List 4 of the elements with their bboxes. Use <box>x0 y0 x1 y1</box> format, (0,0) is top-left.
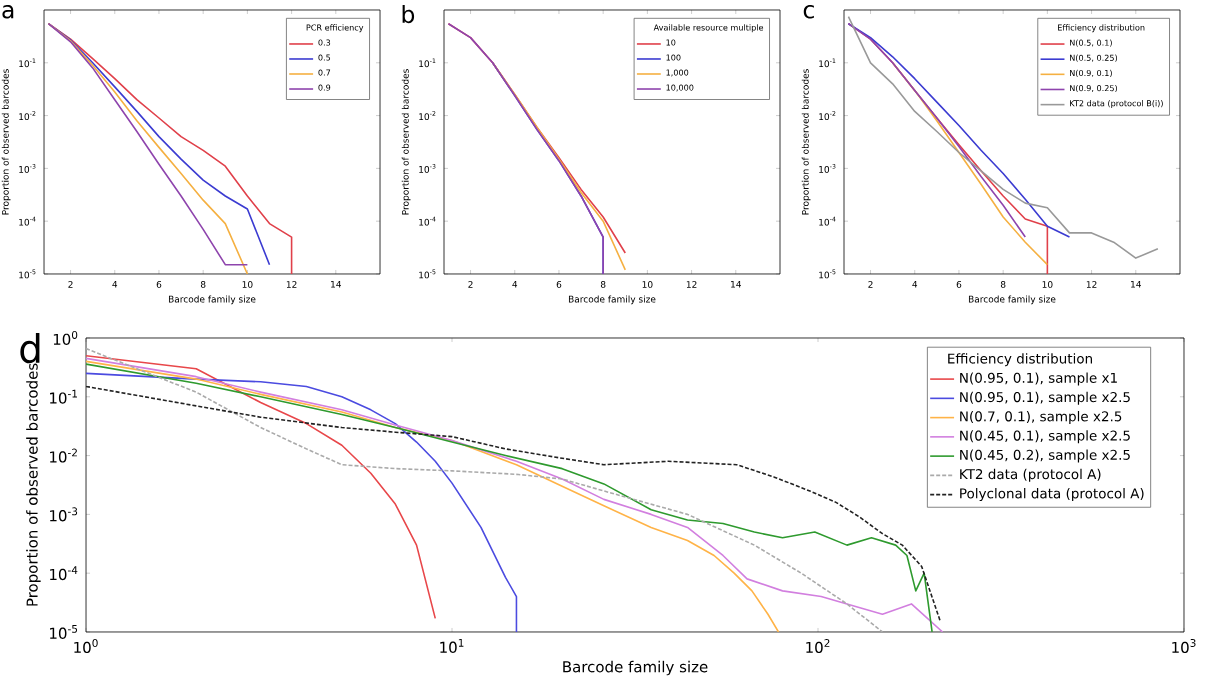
chart-title: c <box>803 5 814 19</box>
chart-title: a <box>2 5 14 19</box>
chart-title: b <box>402 5 415 24</box>
chart-title: d <box>20 333 40 364</box>
